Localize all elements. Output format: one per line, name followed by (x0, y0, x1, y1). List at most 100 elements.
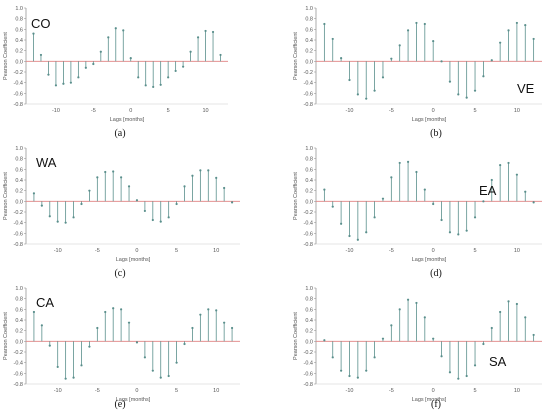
chart-2-x-tick-label: 0 (432, 108, 435, 114)
chart-5-stem-marker (191, 326, 194, 330)
chart-1-stem-marker (122, 29, 125, 32)
chart-5-stem-marker (167, 374, 170, 378)
chart-4-stem-marker (365, 231, 368, 234)
chart-3-stem-marker (127, 185, 131, 188)
chart-6-y-tick-label: -0.8 (304, 382, 313, 388)
chart-4-stem-marker (323, 188, 326, 191)
chart-3-stem-marker (64, 221, 67, 224)
chart-6-y-tick-label: -0.4 (304, 361, 313, 367)
chart-1-stem-marker (62, 82, 65, 85)
chart-1-x-tick-label: -10 (52, 108, 60, 114)
chart-5-x-axis-label: Lags [months] (116, 397, 151, 403)
chart-3-y-tick-label: -0.2 (14, 210, 23, 216)
chart-1-x-axis-label: Lags [months] (110, 117, 145, 123)
chart-3-stem-marker (104, 170, 107, 174)
chart-2-stem-marker (365, 97, 368, 100)
chart-4-y-tick-label: -0.2 (304, 210, 313, 216)
chart-3-x-tick-label: -5 (95, 248, 100, 254)
chart-4-stem-marker (507, 161, 510, 165)
chart-1-region-label: CO (31, 16, 51, 31)
chart-5-caption: (e) (114, 399, 125, 410)
chart-4-stem-marker (457, 233, 460, 236)
chart-2-y-tick-label: 0.6 (305, 27, 313, 33)
chart-5-stem-marker (199, 313, 202, 316)
chart-2-y-tick-label: -0.4 (304, 81, 313, 87)
chart-6-stem-marker (473, 364, 477, 367)
chart-2-y-tick-label: 0.0 (305, 59, 313, 65)
chart-1-stem-marker (107, 36, 110, 39)
chart-1-y-tick-label: 0.6 (15, 27, 23, 33)
chart-4-stem-marker (381, 197, 385, 200)
chart-5-y-tick-label: -0.2 (14, 350, 23, 356)
chart-4-y-tick-label: 0.4 (305, 178, 313, 184)
chart-3-y-tick-label: -0.6 (14, 231, 23, 237)
chart-1-caption: (a) (114, 128, 125, 139)
chart-1-y-tick-label: -0.4 (14, 81, 23, 87)
chart-1-y-tick-label: 0.0 (15, 59, 23, 65)
chart-2-x-axis-label: Lags [months] (412, 117, 447, 123)
chart-6-stem-marker (415, 301, 418, 305)
chart-3-stem-marker (32, 192, 36, 195)
chart-4-stem-marker (406, 160, 410, 163)
chart-6-x-tick-label: 0 (432, 388, 435, 394)
chart-6-y-axis-label: Pearson Coefficient (293, 312, 299, 360)
chart-5-stem-marker (104, 310, 107, 314)
chart-1-stem-marker (159, 83, 162, 86)
chart-6-y-tick-label: -0.6 (304, 371, 313, 377)
chart-4-region-label: EA (479, 183, 497, 198)
chart-3-stem-marker (207, 169, 210, 172)
chart-5-stem-marker (223, 321, 226, 324)
chart-2-y-tick-label: 1.0 (305, 6, 313, 12)
chart-5-stem-marker (175, 361, 178, 364)
chart-6-stem-marker (524, 316, 527, 319)
chart-1-stem-marker (114, 27, 117, 30)
chart-1-stem-marker (39, 53, 43, 57)
chart-6-y-tick-label: 0.0 (305, 339, 313, 345)
chart-2-y-tick-label: -0.6 (304, 91, 313, 97)
chart-3-x-axis-label: Lags [months] (116, 257, 151, 263)
chart-3-stem-marker (183, 185, 186, 188)
chart-1-x-tick-label: 5 (167, 108, 170, 114)
chart-2-stem-marker (331, 37, 334, 41)
chart-1-stem-marker (167, 76, 170, 79)
chart-2-stem-marker (373, 89, 376, 92)
chart-2-stem-marker (532, 37, 535, 41)
chart-2-stem-marker (356, 93, 359, 96)
chart-1-stem-marker (32, 32, 35, 35)
chart-2-region-label: VE (517, 81, 535, 96)
chart-2-caption: (b) (430, 128, 442, 139)
chart-3-stem-marker (96, 176, 99, 179)
chart-1-y-tick-label: 0.4 (15, 38, 23, 44)
chart-1-stem-marker (196, 36, 200, 39)
chart-1-stem-marker (47, 73, 50, 76)
chart-6-stem-marker (340, 369, 343, 372)
chart-3-stem-marker (40, 204, 43, 207)
chart-3-stem-marker (112, 170, 115, 173)
chart-4-stem-marker (423, 188, 426, 191)
chart-3-caption: (c) (114, 268, 125, 279)
chart-2-x-tick-label: -5 (389, 108, 394, 114)
chart-3-x-tick-label: -10 (54, 248, 62, 254)
chart-4-stem-marker (373, 216, 376, 219)
chart-1-x-tick-label: 10 (202, 108, 208, 114)
chart-2-stem-marker (406, 29, 410, 32)
chart-4-stem-marker (473, 216, 477, 219)
chart-3-y-tick-label: 1.0 (15, 146, 23, 152)
chart-1-stem-marker (182, 65, 185, 68)
chart-4-y-tick-label: 0.6 (305, 167, 313, 173)
chart-4-stem-marker (432, 202, 435, 206)
chart-2-y-tick-label: -0.2 (304, 70, 313, 76)
chart-1-x-tick-label: -5 (91, 108, 96, 114)
chart-3-stem-marker (72, 216, 75, 219)
chart-1-stem-marker (144, 84, 147, 87)
chart-1-stem-marker (77, 76, 80, 79)
chart-2-y-tick-label: -0.8 (304, 102, 313, 108)
chart-6-stem-marker (490, 326, 493, 330)
chart-2-stem-marker (432, 39, 435, 43)
chart-4-x-tick-label: 5 (474, 248, 477, 254)
chart-6-x-tick-label: 5 (474, 388, 477, 394)
chart-1-y-tick-label: -0.8 (14, 102, 23, 108)
chart-5-stem-marker (230, 326, 234, 330)
chart-3-y-axis-label: Pearson Coefficient (3, 172, 9, 220)
chart-5-stem-marker (40, 324, 43, 327)
